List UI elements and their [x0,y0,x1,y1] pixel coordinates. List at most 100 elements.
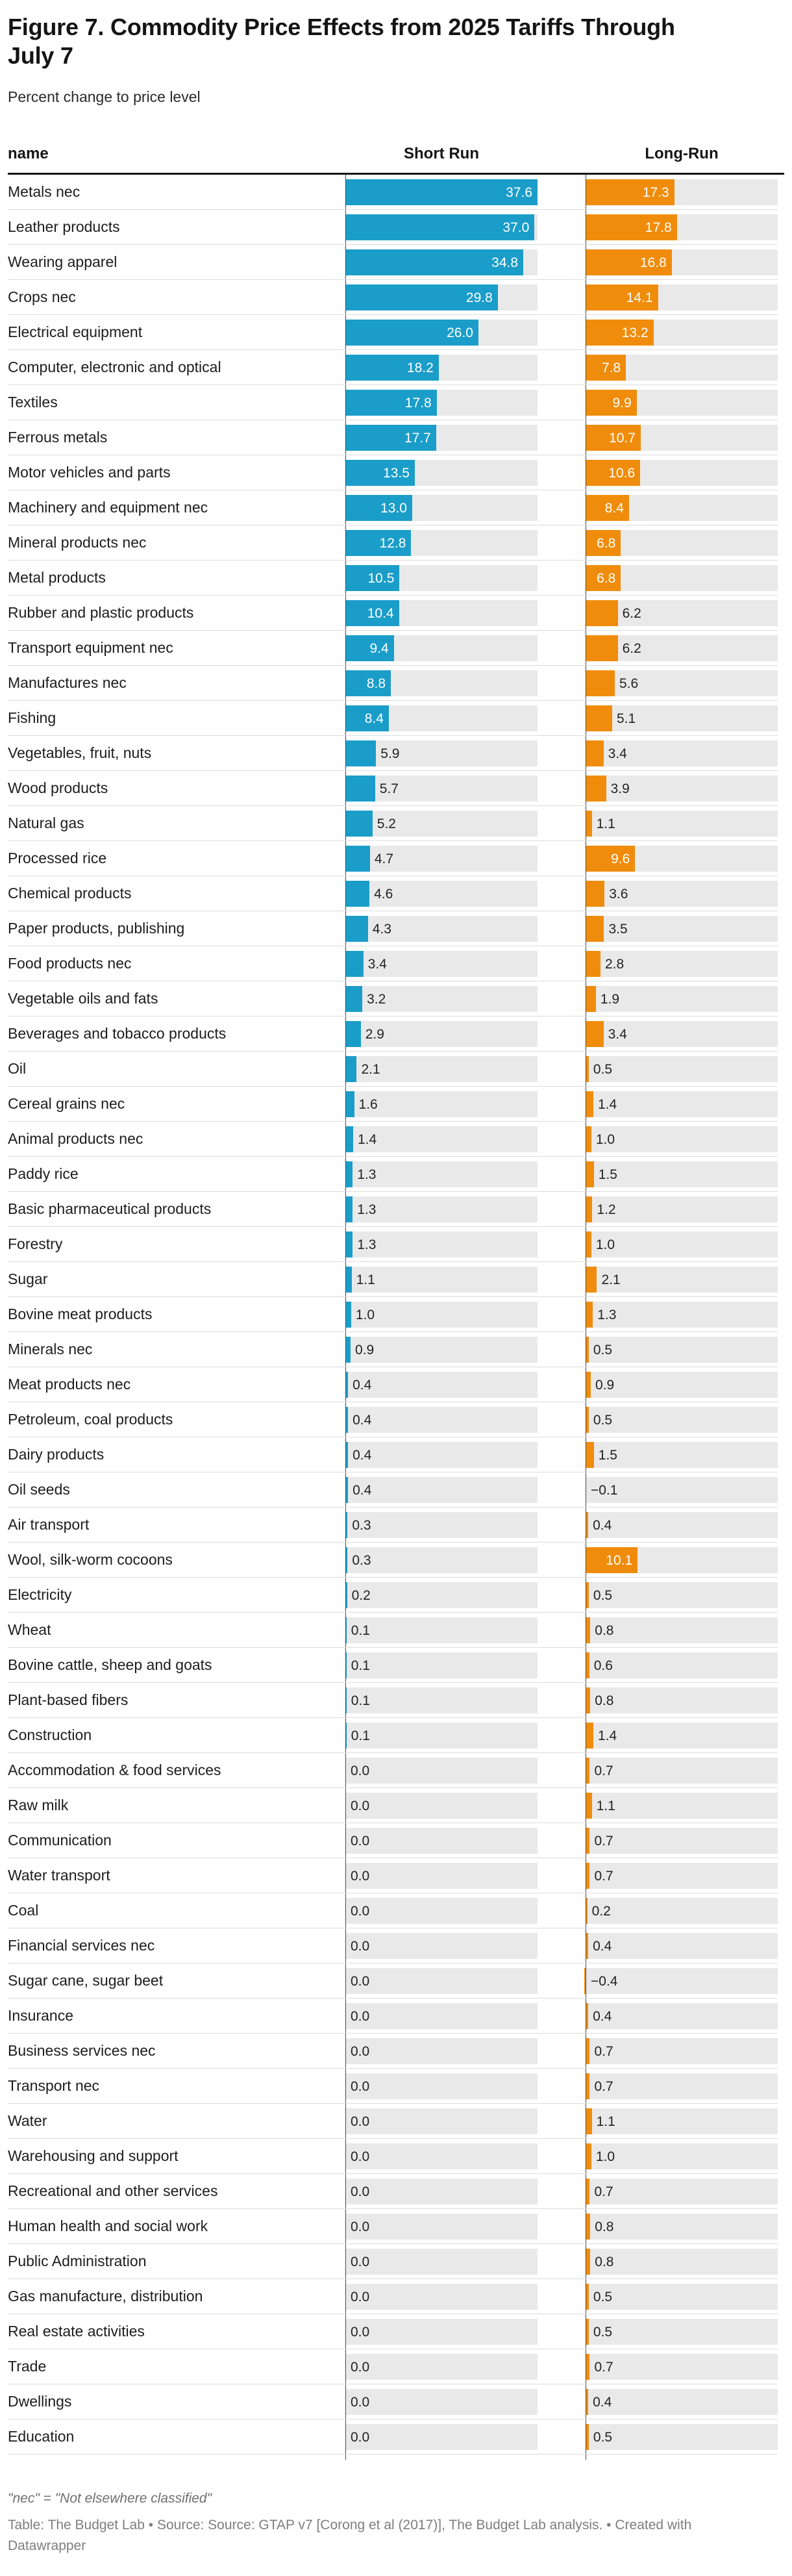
short-run-bar [346,635,394,661]
long-run-value: 2.1 [601,1272,621,1287]
long-run-track: 0.8 [586,1617,778,1643]
long-run-cell: 0.6 [586,1648,778,1682]
axis-extension [8,2455,778,2460]
table-row: Natural gas 5.2 1.1 [8,806,778,841]
short-run-value: 0.9 [355,1343,375,1357]
short-run-bar [346,1407,349,1433]
short-run-cell: 1.3 [345,1192,538,1226]
short-run-track: 13.0 [346,495,538,521]
long-run-cell: 3.5 [586,911,778,946]
row-label: Communication [8,1832,112,1849]
long-run-value: 6.2 [622,641,641,656]
row-label: Gas manufacture, distribution [8,2288,203,2305]
long-run-value: 0.7 [594,2360,613,2375]
short-run-cell: 0.4 [345,1402,538,1437]
long-run-bar [586,1161,594,1187]
short-run-bar [346,881,370,907]
short-run-cell: 0.3 [345,1543,538,1577]
short-run-value: 18.2 [406,360,434,375]
table-row: Communication 0.0 0.7 [8,1823,778,1858]
long-run-value: 8.4 [604,501,624,516]
table-row: Beverages and tobacco products 2.9 3.4 [8,1017,778,1052]
short-run-cell: 13.0 [345,490,538,525]
table-row: Financial services nec 0.0 0.4 [8,1928,778,1964]
table-row: Water transport 0.0 0.7 [8,1858,778,1893]
long-run-cell: 1.4 [586,1718,778,1752]
long-run-track: 0.4 [586,2389,778,2415]
short-run-track: 3.2 [346,986,538,1012]
short-run-bar [346,1617,347,1643]
long-run-bar [586,1021,604,1047]
row-label: Crops nec [8,288,76,305]
long-run-value: 7.8 [601,360,621,375]
long-run-track: 9.6 [586,846,778,872]
short-run-track: 0.0 [346,1898,538,1924]
row-label: Bovine cattle, sheep and goats [8,1656,212,1673]
short-run-track: 1.4 [346,1126,538,1152]
short-run-cell: 17.7 [345,420,538,455]
short-run-cell: 5.9 [345,736,538,770]
row-label: Machinery and equipment nec [8,499,208,516]
short-run-track: 9.4 [346,635,538,661]
short-run-track: 0.0 [346,1758,538,1784]
long-run-value: 1.9 [600,992,620,1007]
short-run-cell: 0.0 [345,1753,538,1787]
short-run-value: 0.0 [351,2360,370,2375]
long-run-bar [586,565,621,591]
short-run-track: 1.0 [346,1302,538,1328]
short-run-bar [346,1582,347,1608]
long-run-bar [586,2319,589,2345]
long-run-cell: 0.8 [586,2244,778,2279]
short-run-bar [346,1126,353,1152]
short-run-value: 4.7 [374,852,394,866]
table-row: Raw milk 0.0 1.1 [8,1788,778,1823]
short-run-track: 1.3 [346,1161,538,1187]
short-run-track: 0.0 [346,1863,538,1889]
short-run-bar [346,249,524,275]
short-run-bar [346,670,391,696]
row-label: Transport equipment nec [8,639,173,656]
short-run-track: 0.0 [346,2389,538,2415]
short-run-value: 0.0 [351,1799,370,1813]
long-run-cell: 14.1 [586,280,778,314]
long-run-cell: 0.4 [586,2384,778,2419]
short-run-value: 10.5 [367,571,395,586]
long-run-value: 1.1 [596,1799,615,1813]
long-run-track: 0.9 [586,1372,778,1398]
long-run-track: 0.8 [586,1687,778,1713]
long-run-bar [586,1267,597,1293]
row-label: Dwellings [8,2393,72,2410]
long-run-value: 17.8 [645,220,672,235]
table-row: Wood products 5.7 3.9 [8,771,778,806]
short-run-bar [346,1196,353,1222]
table-row: Ferrous metals 17.7 10.7 [8,420,778,455]
long-run-track: 0.7 [586,1758,778,1784]
row-label: Bovine meat products [8,1306,153,1322]
short-run-track: 0.0 [346,2143,538,2169]
short-run-bar [346,1337,351,1363]
long-run-cell: 3.4 [586,736,778,770]
row-label: Real estate activities [8,2323,145,2340]
short-run-value: 0.0 [351,2184,370,2199]
long-run-value: 1.0 [595,1237,615,1252]
row-label: Water transport [8,1867,110,1884]
long-run-value: 0.5 [593,1588,613,1603]
short-run-track: 17.7 [346,425,538,451]
long-run-value: 0.6 [593,1658,613,1673]
short-run-track: 0.3 [346,1547,538,1573]
short-run-cell: 1.3 [345,1227,538,1261]
long-run-bar [586,1687,591,1713]
long-run-track: 3.5 [586,916,778,942]
short-run-bar [346,179,538,205]
short-run-cell: 0.4 [345,1437,538,1472]
short-run-value: 0.0 [351,1834,370,1849]
row-label: Warehousing and support [8,2147,179,2164]
short-run-value: 0.0 [351,1763,370,1778]
long-run-value: 1.2 [597,1202,616,1217]
short-run-bar [346,320,478,346]
long-run-value: 2.8 [604,957,625,972]
row-label: Motor vehicles and parts [8,464,171,481]
long-run-track: 6.2 [586,600,778,626]
short-run-value: 0.4 [353,1378,372,1393]
long-run-value: 5.6 [619,676,639,691]
